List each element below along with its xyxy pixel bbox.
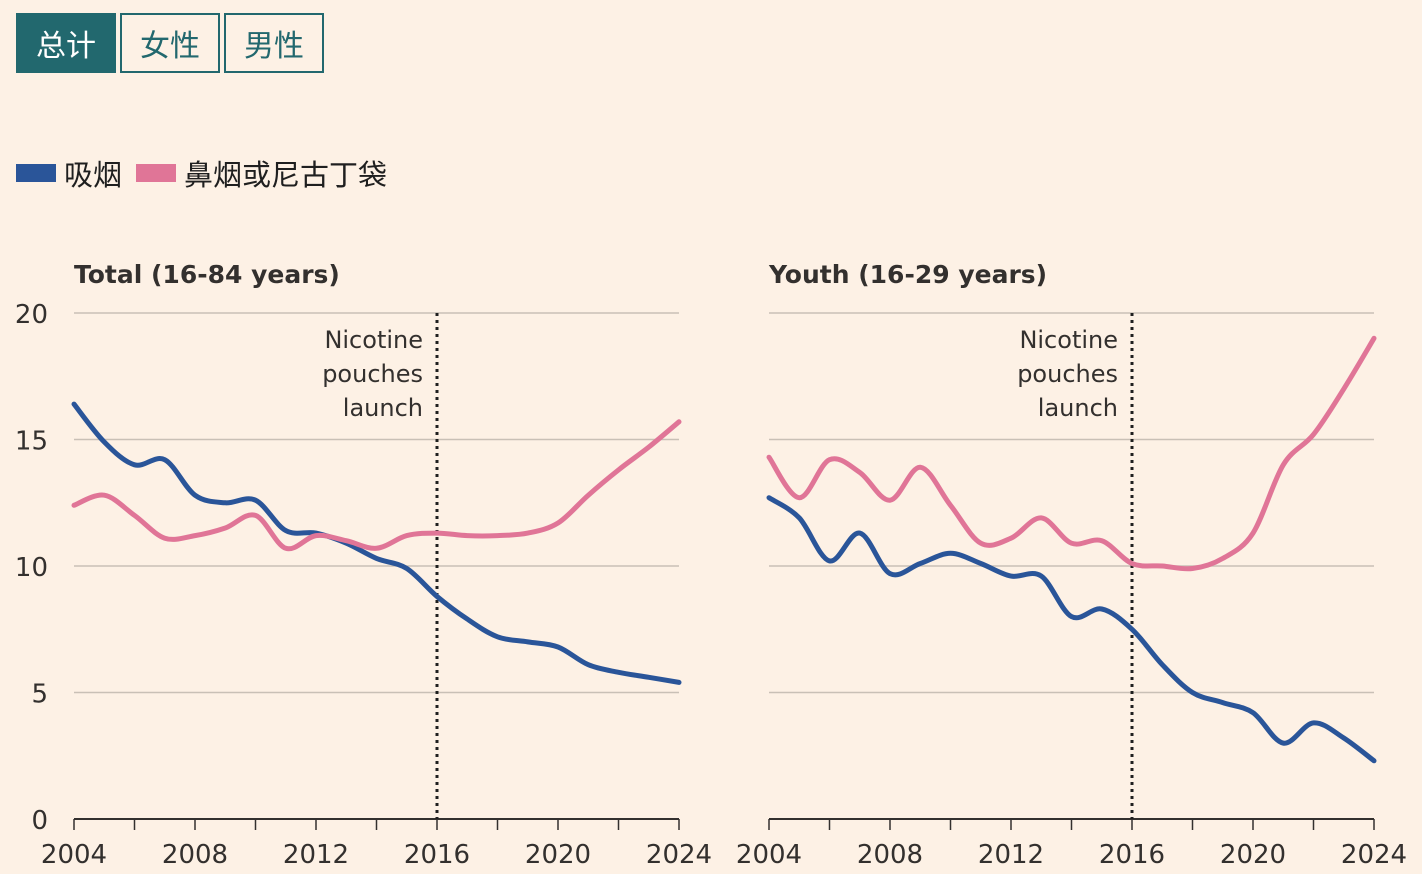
x-tick-label-1-2008: 2008 [857,840,923,870]
view-tabs: 总计 女性 男性 [16,13,324,73]
x-tick-label-1-2020: 2020 [1220,840,1286,870]
x-tick-label-0-2012: 2012 [283,840,349,870]
legend-label-snus: 鼻烟或尼古丁袋 [184,158,388,192]
tab-female[interactable]: 女性 [120,13,220,73]
panel-title-1: Youth (16-29 years) [768,260,1047,289]
y-tick-label-5: 5 [31,680,48,710]
x-tick-label-1-2012: 2012 [978,840,1044,870]
x-tick-label-0-2016: 2016 [404,840,470,870]
x-tick-label-0-2024: 2024 [646,840,712,870]
legend-item-smoking: 吸烟 [16,152,122,194]
tab-total[interactable]: 总计 [16,13,116,73]
y-tick-label-10: 10 [15,553,48,583]
annotation-text-1-2: launch [1038,394,1118,422]
y-tick-label-15: 15 [15,427,48,457]
annotation-text-0-1: pouches [322,360,423,388]
legend-swatch-smoking [16,164,56,182]
legend-item-snus: 鼻烟或尼古丁袋 [136,152,387,194]
annotation-text-0-0: Nicotine [324,326,423,354]
series-line-1-1 [766,335,1377,572]
y-tick-label-0: 0 [31,806,48,836]
panel-title-0: Total (16-84 years) [74,260,340,289]
x-tick-label-1-2024: 2024 [1341,840,1407,870]
tab-male[interactable]: 男性 [224,13,324,73]
legend-label-smoking: 吸烟 [64,158,123,192]
series-line-1-0 [766,495,1377,764]
chart-legend: 吸烟 鼻烟或尼古丁袋 [16,152,401,194]
annotation-text-1-0: Nicotine [1019,326,1118,354]
x-tick-label-1-2016: 2016 [1099,840,1165,870]
annotation-text-1-1: pouches [1017,360,1118,388]
x-tick-label-0-2004: 2004 [41,840,107,870]
series-line-0-1 [71,419,682,552]
y-tick-label-20: 20 [15,300,48,330]
annotation-text-0-2: launch [343,394,423,422]
legend-swatch-snus [136,164,177,182]
x-tick-label-0-2008: 2008 [162,840,228,870]
x-tick-label-0-2020: 2020 [525,840,591,870]
series-line-0-0 [71,401,682,685]
x-tick-label-1-2004: 2004 [736,840,802,870]
